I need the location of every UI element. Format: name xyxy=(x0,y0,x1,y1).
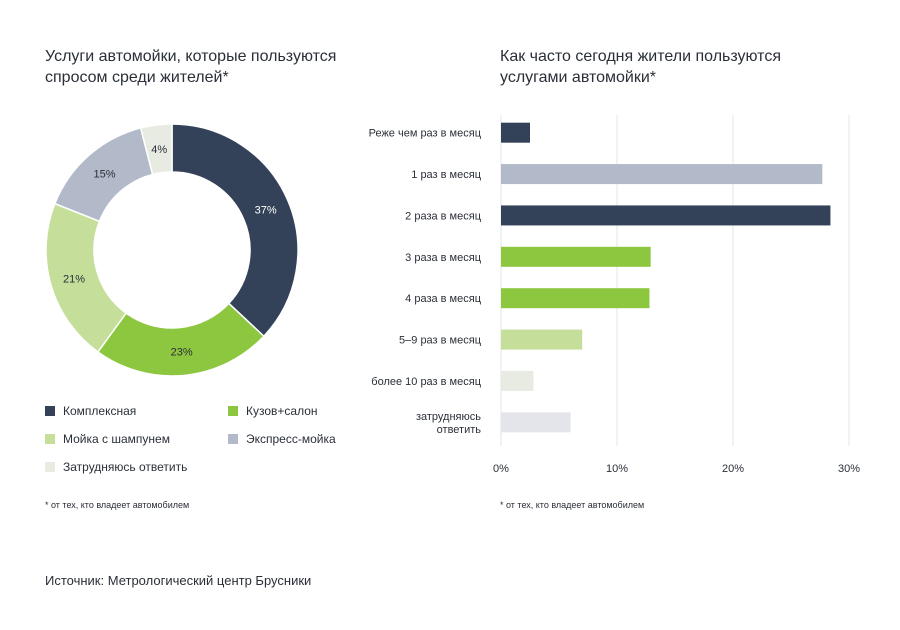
donut-slice-label: 23% xyxy=(171,347,193,359)
legend-item: Мойка с шампунем xyxy=(45,432,170,446)
category-label: Реже чем раз в месяц xyxy=(369,128,482,140)
donut-slice-label: 37% xyxy=(255,204,277,216)
legend-label: Затрудняюсь ответить xyxy=(63,460,188,474)
bar-footnote: * от тех, кто владеет автомобилем xyxy=(500,500,645,510)
bar xyxy=(501,329,583,350)
legend-label: Экспресс-мойка xyxy=(246,432,336,446)
donut-slice xyxy=(171,123,299,338)
x-tick-label: 0% xyxy=(493,463,509,475)
bar xyxy=(501,412,571,433)
legend-item: Комплексная xyxy=(45,404,136,418)
bar xyxy=(501,370,534,391)
x-tick-label: 20% xyxy=(722,463,744,475)
category-label: 5–9 раз в месяц xyxy=(399,335,482,347)
legend-swatch xyxy=(45,406,55,416)
x-tick-label: 30% xyxy=(838,463,860,475)
bar xyxy=(501,164,823,185)
donut-chart-title: Услуги автомойки, которые пользуются спр… xyxy=(45,48,337,86)
legend-swatch xyxy=(228,434,238,444)
donut-footnote: * от тех, кто владеет автомобилем xyxy=(45,500,190,510)
category-label: затрудняюсь ответить xyxy=(416,411,481,436)
category-label: 4 раза в месяц xyxy=(405,293,482,305)
legend-label: Комплексная xyxy=(63,404,137,418)
donut-slice-label: 21% xyxy=(63,273,85,285)
bar-chart-title: Как часто сегодня жители пользуются услу… xyxy=(500,48,781,86)
legend-swatch xyxy=(45,434,55,444)
category-label: 2 раза в месяц xyxy=(405,210,482,222)
legend-swatch xyxy=(228,406,238,416)
bar xyxy=(501,288,650,309)
legend-swatch xyxy=(45,462,55,472)
legend-label: Кузов+салон xyxy=(246,404,318,418)
bar xyxy=(501,122,530,143)
legend-label: Мойка с шампунем xyxy=(63,432,170,446)
bar xyxy=(501,205,831,226)
donut-slice xyxy=(139,123,173,176)
bar xyxy=(501,246,651,267)
legend-item: Затрудняюсь ответить xyxy=(45,460,187,474)
category-label: 1 раз в месяц xyxy=(411,169,481,181)
donut-slice xyxy=(45,202,128,353)
x-tick-label: 10% xyxy=(606,463,628,475)
category-label: более 10 раз в месяц xyxy=(371,376,481,388)
source-note: Источник: Метрологический центр Брусники xyxy=(45,573,312,588)
legend-item: Экспресс-мойка xyxy=(228,432,336,446)
donut-slice-label: 4% xyxy=(151,144,167,156)
donut-slice-label: 15% xyxy=(94,168,116,180)
legend-item: Кузов+салон xyxy=(228,404,318,418)
category-label: 3 раза в месяц xyxy=(405,252,482,264)
